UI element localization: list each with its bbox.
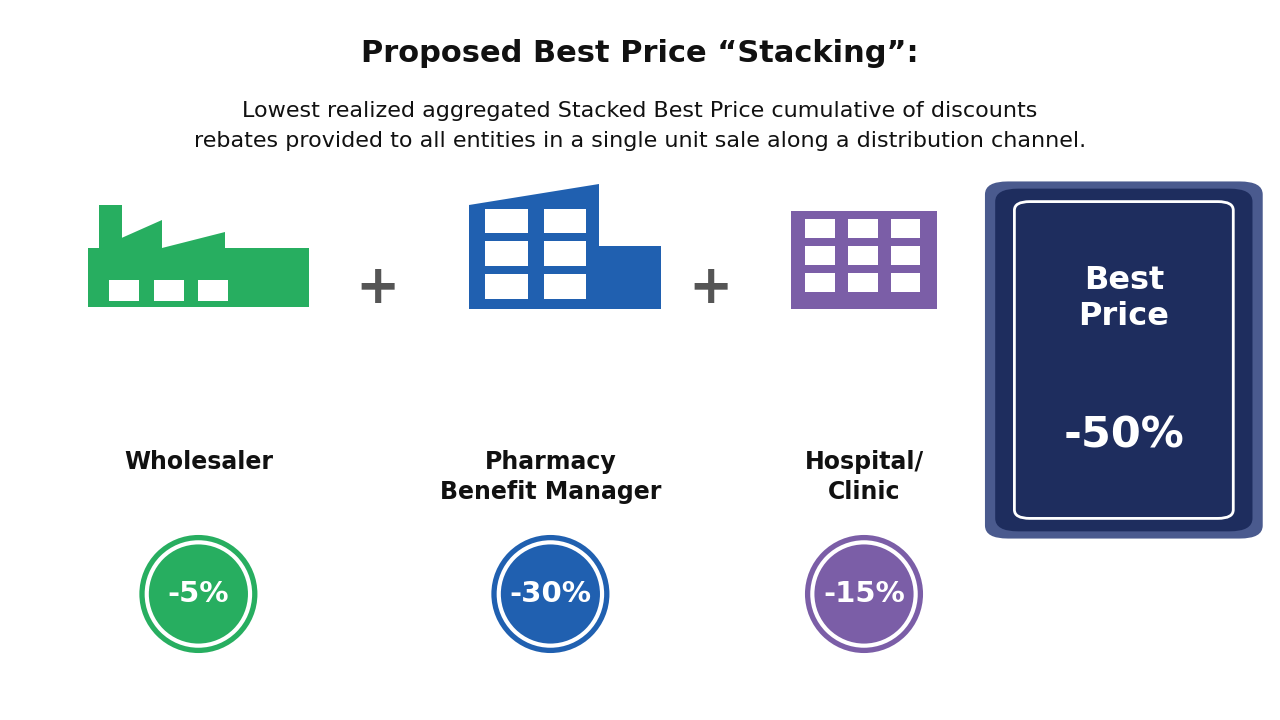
FancyBboxPatch shape [155,280,184,301]
FancyBboxPatch shape [996,189,1252,531]
FancyBboxPatch shape [485,241,527,266]
FancyBboxPatch shape [225,248,308,256]
FancyBboxPatch shape [485,274,527,299]
FancyBboxPatch shape [849,220,878,238]
Text: Pharmacy
Benefit Manager: Pharmacy Benefit Manager [440,450,660,504]
Text: -5%: -5% [168,580,229,608]
FancyBboxPatch shape [891,246,920,265]
FancyBboxPatch shape [791,211,937,310]
FancyBboxPatch shape [849,246,878,265]
FancyBboxPatch shape [850,183,878,211]
FancyBboxPatch shape [599,246,660,310]
FancyBboxPatch shape [831,192,897,204]
Text: Wholesaler: Wholesaler [124,450,273,474]
FancyBboxPatch shape [805,273,835,292]
FancyBboxPatch shape [891,273,920,292]
FancyBboxPatch shape [805,220,835,238]
Ellipse shape [797,528,931,660]
Text: -15%: -15% [823,580,905,608]
Text: -50%: -50% [1064,415,1184,456]
FancyBboxPatch shape [198,280,228,301]
FancyBboxPatch shape [544,209,586,233]
FancyBboxPatch shape [986,181,1262,539]
Ellipse shape [140,535,257,653]
Polygon shape [161,232,225,248]
FancyBboxPatch shape [88,248,308,307]
FancyBboxPatch shape [805,246,835,265]
Ellipse shape [484,528,617,660]
FancyBboxPatch shape [109,280,138,301]
Text: Best
Price: Best Price [1079,266,1169,332]
FancyBboxPatch shape [849,273,878,292]
FancyBboxPatch shape [544,274,586,299]
Text: Hospital/
Clinic: Hospital/ Clinic [804,450,924,504]
Text: Lowest realized aggregated Stacked Best Price cumulative of discounts
rebates pr: Lowest realized aggregated Stacked Best … [195,102,1085,150]
Ellipse shape [132,528,265,660]
FancyBboxPatch shape [485,209,527,233]
Text: +: + [356,262,399,314]
Text: +: + [689,262,732,314]
FancyBboxPatch shape [891,220,920,238]
Text: Proposed Best Price “Stacking”:: Proposed Best Price “Stacking”: [361,40,919,68]
Text: -30%: -30% [509,580,591,608]
Polygon shape [470,184,599,204]
Ellipse shape [805,535,923,653]
FancyBboxPatch shape [225,256,308,307]
Polygon shape [99,220,161,248]
FancyBboxPatch shape [99,205,122,248]
FancyBboxPatch shape [544,241,586,266]
FancyBboxPatch shape [470,204,599,310]
Ellipse shape [492,535,609,653]
